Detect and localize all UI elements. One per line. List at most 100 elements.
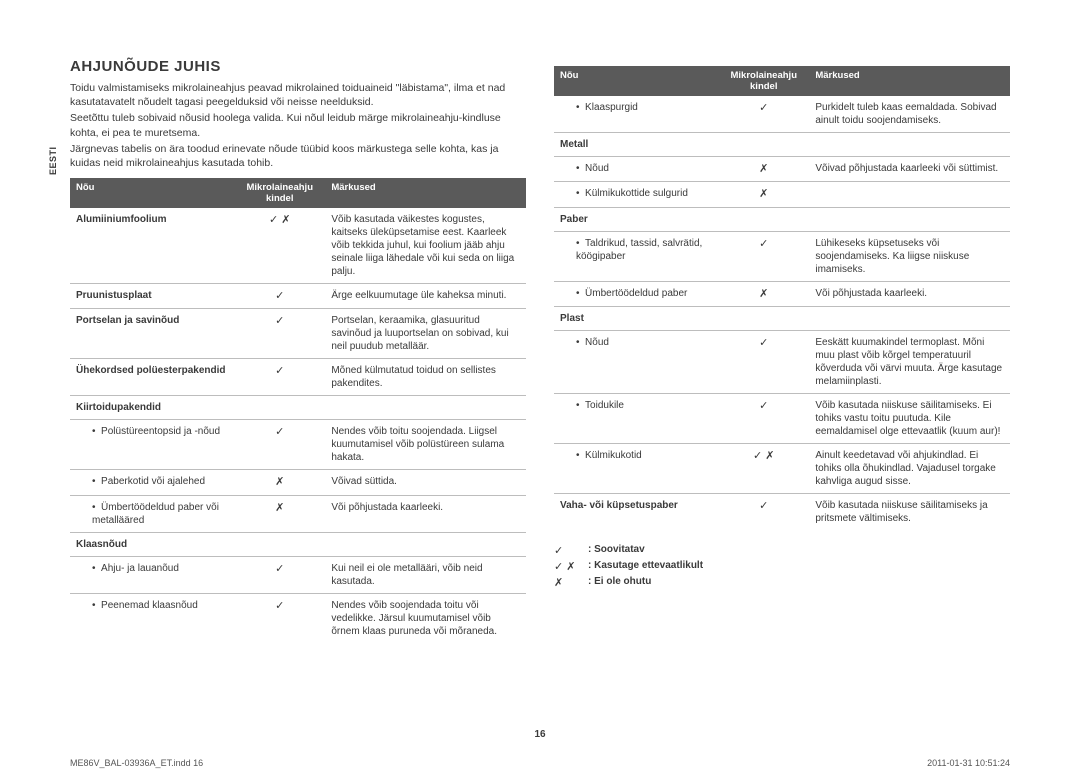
- cell-safe: ✓: [718, 96, 809, 133]
- language-label: EESTI: [48, 146, 58, 175]
- cell-notes: Purkidelt tuleb kaas eemaldada. Sobivad …: [809, 96, 1010, 133]
- cell-dish: • Nõud: [554, 330, 718, 393]
- cookware-table-1: Nõu Mikrolaineahju kindel Märkused Alumi…: [70, 178, 526, 643]
- th-notes: Märkused: [809, 66, 1010, 96]
- cell-safe: ✗: [234, 495, 325, 532]
- table-row: Klaasnõud: [70, 532, 526, 556]
- cell-safe: ✓: [234, 284, 325, 309]
- cell-dish: • Nõud: [554, 157, 718, 182]
- intro-para: Seetõttu tuleb sobivaid nõusid hoolega v…: [70, 111, 526, 139]
- cell-notes: Ainult keedetavad või ahjukindlad. Ei to…: [809, 443, 1010, 493]
- cell-dish: • Ahju- ja lauanõud: [70, 556, 234, 593]
- cell-notes: Lühikeseks küpsetuseks või soojendamisek…: [809, 231, 1010, 281]
- legend-symbol: ✓: [554, 544, 588, 557]
- th-dish: Nõu: [554, 66, 718, 96]
- right-column: Nõu Mikrolaineahju kindel Märkused • Kla…: [554, 58, 1010, 643]
- footer-right: 2011-01-31 10:51:24: [927, 758, 1010, 768]
- table-row: • Taldrikud, tassid, salvrätid, köögipab…: [554, 231, 1010, 281]
- cell-dish: Metall: [554, 133, 718, 157]
- cell-notes: Võivad põhjustada kaarleeki või süttimis…: [809, 157, 1010, 182]
- table-row: • Ümbertöödeldud paber✗Või põhjustada ka…: [554, 281, 1010, 306]
- intro-para: Toidu valmistamiseks mikrolaineahjus pea…: [70, 81, 526, 109]
- cell-safe: ✗: [718, 182, 809, 207]
- cell-safe: ✗: [718, 281, 809, 306]
- table-row: Plast: [554, 306, 1010, 330]
- cell-notes: [809, 182, 1010, 207]
- page: EESTI AHJUNÕUDE JUHIS Toidu valmistamise…: [0, 0, 1080, 673]
- cell-safe: ✓: [718, 493, 809, 530]
- legend-row: ✓ : Soovitatav: [554, 544, 1010, 557]
- table-row: • Peenemad klaasnõud✓Nendes võib soojend…: [70, 593, 526, 643]
- cell-safe: ✗: [718, 157, 809, 182]
- cell-notes: Ärge eelkuumutage üle kaheksa minuti.: [325, 284, 526, 309]
- cell-dish: • Taldrikud, tassid, salvrätid, köögipab…: [554, 231, 718, 281]
- legend-label: : Kasutage ettevaatlikult: [588, 560, 703, 573]
- cell-safe: [234, 532, 325, 556]
- cell-notes: Nendes võib toitu soojendada. Liigsel ku…: [325, 420, 526, 470]
- cell-dish: • Ümbertöödeldud paber: [554, 281, 718, 306]
- cell-dish: • Külmikukotid: [554, 443, 718, 493]
- cell-dish: • Peenemad klaasnõud: [70, 593, 234, 643]
- cell-safe: ✓ ✗: [718, 443, 809, 493]
- intro-para: Järgnevas tabelis on ära toodud erinevat…: [70, 142, 526, 170]
- cell-safe: [718, 306, 809, 330]
- th-notes: Märkused: [325, 178, 526, 208]
- page-heading: AHJUNÕUDE JUHIS: [70, 58, 526, 75]
- cell-notes: Võivad süttida.: [325, 470, 526, 495]
- cell-safe: ✗: [234, 470, 325, 495]
- cookware-table-2: Nõu Mikrolaineahju kindel Märkused • Kla…: [554, 66, 1010, 530]
- table-row: Metall: [554, 133, 1010, 157]
- cell-notes: Kui neil ei ole metallääri, võib neid ka…: [325, 556, 526, 593]
- cell-notes: Mõned külmutatud toidud on sellistes pak…: [325, 359, 526, 396]
- cell-dish: • Paberkotid või ajalehed: [70, 470, 234, 495]
- cell-safe: ✓: [234, 593, 325, 643]
- table-row: • Külmikukottide sulgurid✗: [554, 182, 1010, 207]
- cell-safe: [718, 207, 809, 231]
- cell-safe: [718, 133, 809, 157]
- cell-notes: Nendes võib soojendada toitu või vedelik…: [325, 593, 526, 643]
- legend-label: : Soovitatav: [588, 544, 645, 557]
- cell-dish: Ühekordsed polüesterpakendid: [70, 359, 234, 396]
- table-row: • Paberkotid või ajalehed✗Võivad süttida…: [70, 470, 526, 495]
- cell-dish: Paber: [554, 207, 718, 231]
- table-row: Portselan ja savinõud✓Portselan, keraami…: [70, 309, 526, 359]
- cell-dish: Plast: [554, 306, 718, 330]
- legend-symbol: ✗: [554, 576, 588, 589]
- page-number: 16: [534, 729, 545, 740]
- th-safe: Mikrolaineahju kindel: [718, 66, 809, 96]
- cell-dish: Vaha- või küpsetuspaber: [554, 493, 718, 530]
- content-columns: AHJUNÕUDE JUHIS Toidu valmistamiseks mik…: [70, 58, 1010, 643]
- legend-row: ✓ ✗ : Kasutage ettevaatlikult: [554, 560, 1010, 573]
- cell-dish: • Toidukile: [554, 393, 718, 443]
- table-row: Kiirtoidupakendid: [70, 396, 526, 420]
- cell-notes: Või põhjustada kaarleeki.: [325, 495, 526, 532]
- cell-notes: [325, 396, 526, 420]
- cell-notes: Võib kasutada niiskuse säilitamiseks ja …: [809, 493, 1010, 530]
- cell-dish: Alumiiniumfoolium: [70, 208, 234, 284]
- table-row: • Nõud✗Võivad põhjustada kaarleeki või s…: [554, 157, 1010, 182]
- cell-safe: ✓: [234, 359, 325, 396]
- cell-safe: ✓ ✗: [234, 208, 325, 284]
- table-row: • Klaaspurgid✓Purkidelt tuleb kaas eemal…: [554, 96, 1010, 133]
- cell-notes: [809, 133, 1010, 157]
- table-row: Alumiiniumfoolium✓ ✗Võib kasutada väikes…: [70, 208, 526, 284]
- legend-row: ✗ : Ei ole ohutu: [554, 576, 1010, 589]
- intro-text: Toidu valmistamiseks mikrolaineahjus pea…: [70, 81, 526, 170]
- cell-safe: ✓: [718, 330, 809, 393]
- footer: ME86V_BAL-03936A_ET.indd 16 2011-01-31 1…: [70, 758, 1010, 768]
- table-row: • Ahju- ja lauanõud✓Kui neil ei ole meta…: [70, 556, 526, 593]
- cell-notes: [809, 207, 1010, 231]
- table-row: Pruunistusplaat✓Ärge eelkuumutage üle ka…: [70, 284, 526, 309]
- cell-notes: [325, 532, 526, 556]
- table-row: • Nõud✓Eeskätt kuumakindel termoplast. M…: [554, 330, 1010, 393]
- cell-safe: ✓: [234, 556, 325, 593]
- cell-safe: ✓: [718, 393, 809, 443]
- cell-notes: Võib kasutada väikestes kogustes, kaitse…: [325, 208, 526, 284]
- cell-dish: • Polüstüreentopsid ja -nõud: [70, 420, 234, 470]
- cell-safe: ✓: [234, 420, 325, 470]
- table-row: • Külmikukotid✓ ✗Ainult keedetavad või a…: [554, 443, 1010, 493]
- legend-symbol: ✓ ✗: [554, 560, 588, 573]
- table-row: Vaha- või küpsetuspaber✓Võib kasutada ni…: [554, 493, 1010, 530]
- th-dish: Nõu: [70, 178, 234, 208]
- footer-left: ME86V_BAL-03936A_ET.indd 16: [70, 758, 203, 768]
